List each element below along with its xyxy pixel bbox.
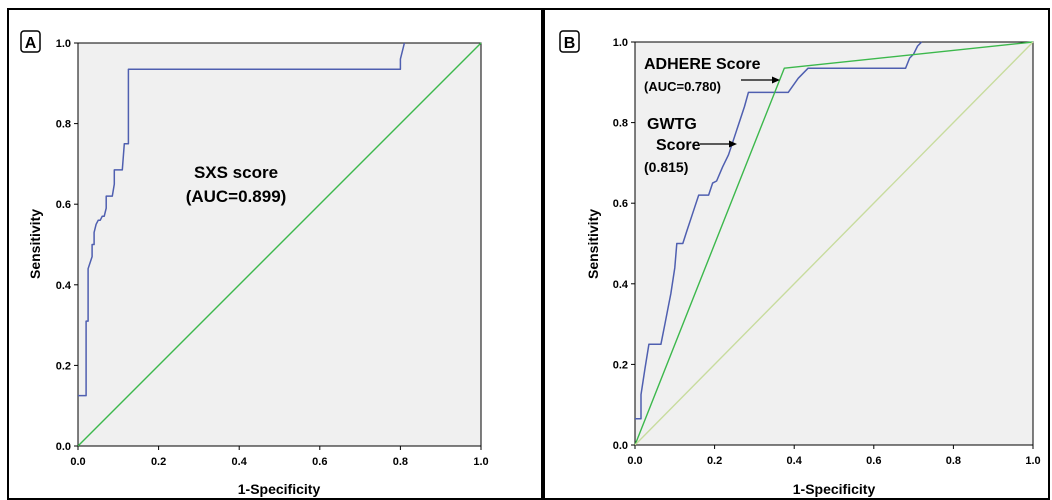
panel-b-series-1-line	[635, 41, 923, 420]
panel-a-series-2-line	[77, 42, 482, 447]
panel-b-data: 0.0 0.2 0.4 0.6 0.8 1.0 0.0 0.2 0.4 0.6 0.8 1.0	[613, 37, 1041, 467]
panel-a-y-axis-title: Sensitivity	[27, 209, 43, 279]
panel-a-annotation-line-1: SXS score	[194, 163, 278, 182]
panel-a-y-tick-label: 0.2	[56, 360, 71, 372]
panel-a-label-box	[20, 30, 41, 53]
panel-a-y-tick-label: 0.8	[56, 119, 71, 131]
panel-b-y-axis-title: Sensitivity	[585, 209, 601, 279]
panel-a-x-tick-label: 0.6	[312, 456, 327, 468]
panel-b-y-tick-label: 0.4	[613, 279, 629, 291]
panel-b-gwtg-label-line-2: Score	[656, 137, 701, 154]
panel-a-label: A	[25, 35, 37, 52]
panel-a-x-tick-label: 0.2	[151, 456, 166, 468]
panel-b-series-2-line	[634, 41, 1034, 446]
panel-b-adhere-label-line-2: (AUC=0.780)	[644, 79, 721, 94]
panel-b-gwtg-label-line-3: (0.815)	[644, 159, 688, 175]
panel-b-y-tick-label: 0.0	[613, 440, 628, 452]
panel-b-x-tick-label: 0.0	[627, 455, 642, 467]
panel-b-x-tick-label: 0.6	[866, 455, 881, 467]
panel-a-y-tick-label: 0.6	[56, 199, 71, 211]
panel-a-data: 0.0 0.2 0.4 0.6 0.8 1.0 0.0 0.2 0.4 0.6 0.8 1.0	[56, 38, 489, 468]
panel-a-y-tick-label: 0.0	[56, 441, 71, 453]
panel-b-x-axis-title: 1-Specificity	[793, 481, 876, 497]
panel-a-x-axis-title: 1-Specificity	[238, 481, 321, 497]
panel-b-gwtg-label-line-1: GWTG	[647, 116, 697, 133]
panel-a-y-tick-label: 0.4	[56, 280, 72, 292]
panel-b-y-tick-label: 0.8	[613, 118, 628, 130]
panel-a-series-1-line	[78, 42, 406, 397]
panel-b-y-tick-label: 1.0	[613, 37, 628, 49]
panel-b-adhere-arrow	[741, 76, 780, 84]
panel-b-series-3-line	[634, 41, 1034, 446]
panel-a-x-tick-label: 0.0	[70, 456, 85, 468]
panel-b-x-tick-label: 1.0	[1025, 455, 1040, 467]
panel-b-gwtg-arrow	[700, 140, 737, 148]
panel-a-x-tick-label: 1.0	[473, 456, 488, 468]
panel-b-x-tick-label: 0.8	[946, 455, 961, 467]
panel-a-annotation-line-2: (AUC=0.899)	[186, 187, 287, 206]
panel-a-x-tick-label: 0.4	[232, 456, 248, 468]
panel-b-label-box	[559, 30, 580, 53]
panel-b-x-tick-label: 0.4	[787, 455, 803, 467]
panel-b-label: B	[564, 35, 576, 52]
panel-b-x-tick-label: 0.2	[707, 455, 722, 467]
panel-b-adhere-label-line-1: ADHERE Score	[644, 56, 761, 73]
panel-b-y-tick-label: 0.2	[613, 359, 628, 371]
panel-b-y-tick-label: 0.6	[613, 198, 628, 210]
panel-a-y-tick-label: 1.0	[56, 38, 71, 50]
panel-a-x-tick-label: 0.8	[393, 456, 408, 468]
